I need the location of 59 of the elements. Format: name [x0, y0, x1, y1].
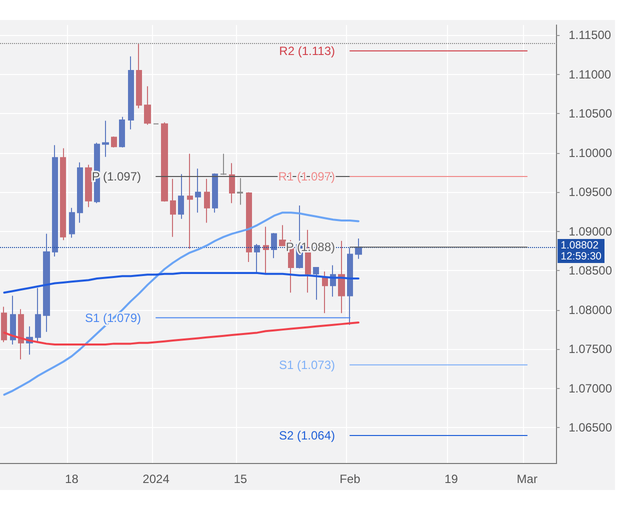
- candlestick: [187, 153, 193, 250]
- candlestick: [220, 153, 227, 176]
- candlestick: [77, 162, 83, 224]
- y-tick-label: 1.07000: [568, 381, 612, 396]
- line-series: [3, 272, 360, 294]
- candlestick: [322, 270, 328, 314]
- candlestick: [10, 295, 16, 345]
- y-tick-label: 1.07500: [568, 342, 612, 356]
- candlestick: [313, 267, 319, 300]
- candlestick: [128, 56, 134, 130]
- candlestick: [212, 172, 218, 214]
- candlestick: [355, 238, 362, 260]
- y-tick-label: 1.06500: [568, 420, 612, 435]
- candlestick: [195, 168, 201, 214]
- candlestick: [178, 174, 184, 220]
- candlestick: [279, 224, 286, 246]
- candlestick: [170, 178, 176, 238]
- candlestick: [237, 178, 243, 206]
- x-tick-label: Mar: [516, 472, 538, 486]
- candlestick: [271, 232, 277, 259]
- candlestick: [229, 162, 235, 204]
- candlestick: [254, 244, 260, 274]
- y-tick-label: 1.10000: [568, 146, 612, 160]
- y-tick-label: 1.11000: [568, 67, 612, 82]
- series-label: S1 (1.073): [278, 358, 335, 372]
- candlestick: [347, 247, 353, 326]
- candlestick: [52, 144, 58, 258]
- y-tick-label: 1.11500: [568, 28, 612, 42]
- candlestick: [338, 240, 345, 314]
- line-series: [3, 212, 360, 396]
- ref-line-label: 1.08802 12:59:30: [560, 239, 602, 262]
- x-tick-label: Feb: [340, 472, 361, 486]
- candlestick: [144, 86, 151, 126]
- x-tick-label: 18: [65, 472, 79, 486]
- candlestick: [246, 192, 252, 263]
- x-tick-label: 15: [234, 472, 248, 486]
- candlestick: [263, 226, 269, 274]
- series-label: S2 (1.064): [278, 428, 335, 443]
- y-tick-label: 1.10500: [568, 106, 612, 121]
- candlestick: [18, 308, 24, 360]
- x-tick-label: 19: [444, 472, 458, 486]
- y-tick-label: 1.08000: [568, 302, 612, 317]
- candlestick: [60, 148, 66, 241]
- y-tick-label: 1.09000: [568, 224, 612, 238]
- candlestick: [119, 116, 125, 148]
- candlestick: [85, 164, 92, 208]
- candlestick: [102, 120, 109, 158]
- series-label: R2 (1.113): [279, 44, 335, 58]
- candlestick: [161, 122, 168, 202]
- y-tick-label: 1.08500: [568, 264, 612, 278]
- y-tick-label: 1.09500: [568, 185, 612, 200]
- x-tick-label: 2024: [142, 472, 170, 486]
- candlestick: [204, 178, 210, 224]
- candlestick: [69, 207, 75, 238]
- candlestick: [35, 287, 41, 344]
- candlestick: [136, 42, 142, 109]
- candlestick: [1, 306, 7, 343]
- candlestick: [111, 136, 117, 148]
- candlestick: [43, 233, 50, 332]
